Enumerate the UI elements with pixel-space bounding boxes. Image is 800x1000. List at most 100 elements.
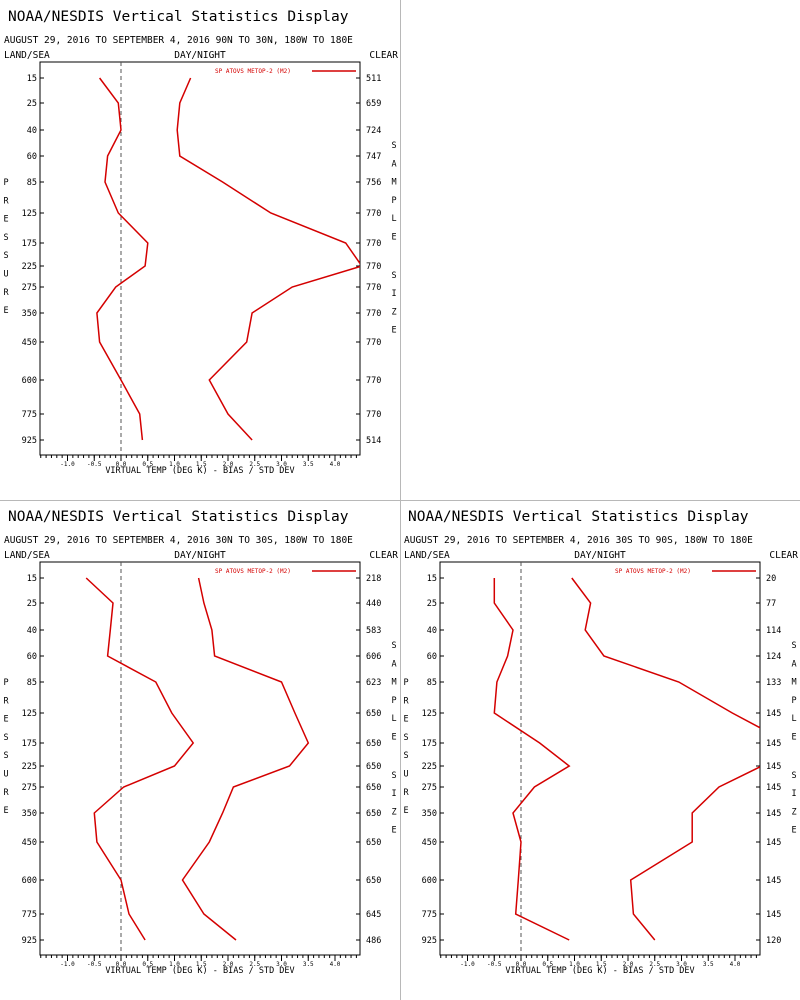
pressure-tick-label: 175 — [422, 739, 437, 749]
sample-size-axis-letter: S — [791, 641, 796, 651]
x-tick-label: 1.0 — [169, 461, 180, 468]
pressure-tick-label: 40 — [27, 126, 37, 136]
x-tick-label: 0.5 — [542, 961, 553, 968]
pressure-tick-label: 275 — [22, 283, 37, 293]
plot-frame — [39, 561, 361, 956]
sample-size-label: 20 — [766, 574, 776, 584]
sample-size-label: 606 — [366, 652, 381, 662]
pressure-axis-letter: S — [403, 733, 408, 743]
std-dev-line — [571, 577, 760, 941]
sample-size-label: 770 — [366, 309, 381, 319]
sample-size-label: 583 — [366, 626, 381, 636]
sample-size-label: 650 — [366, 739, 381, 749]
pressure-tick-label: 225 — [422, 762, 437, 772]
pressure-axis-letter: P — [403, 678, 408, 688]
pressure-tick-label: 15 — [427, 574, 437, 584]
sample-size-axis-letter: E — [791, 826, 796, 836]
pressure-axis-letter: P — [3, 678, 8, 688]
pressure-tick-label: 175 — [22, 739, 37, 749]
sample-size-label: 650 — [366, 709, 381, 719]
plot-frame — [439, 561, 761, 956]
sample-size-axis-letter: E — [791, 733, 796, 743]
sample-size-axis-letter: S — [391, 771, 396, 781]
sample-size-label: 770 — [366, 239, 381, 249]
pressure-tick-label: 15 — [27, 574, 37, 584]
chart-title: NOAA/NESDIS Vertical Statistics Display — [408, 509, 749, 525]
chart-panel: NOAA/NESDIS Vertical Statistics Display A… — [3, 509, 398, 976]
day-night-label: DAY/NIGHT — [574, 550, 626, 561]
clear-label: CLEAR — [769, 550, 798, 561]
sample-size-label: 650 — [366, 762, 381, 772]
pressure-tick-label: 600 — [422, 876, 437, 886]
pressure-axis-letter: P — [3, 178, 8, 188]
sample-size-axis-letter: M — [791, 678, 796, 688]
pressure-tick-label: 125 — [22, 209, 37, 219]
pressure-axis-letter: E — [3, 715, 8, 725]
pressure-axis-letter: E — [403, 715, 408, 725]
chart-title: NOAA/NESDIS Vertical Statistics Display — [8, 509, 349, 525]
sample-size-axis-letter: I — [391, 789, 396, 799]
pressure-tick-label: 225 — [22, 262, 37, 272]
clear-label: CLEAR — [369, 50, 398, 61]
legend-label: SP ATOVS METOP-2 (M2) — [215, 68, 291, 75]
x-tick-label: 3.0 — [276, 461, 287, 468]
x-tick-label: -1.0 — [460, 961, 475, 968]
sample-size-axis-letter: S — [791, 771, 796, 781]
x-tick-label: 3.0 — [676, 961, 687, 968]
legend-label: SP ATOVS METOP-2 (M2) — [215, 568, 291, 575]
x-tick-label: 3.5 — [303, 461, 314, 468]
pressure-tick-label: 350 — [22, 809, 37, 819]
sample-size-label: 124 — [766, 652, 781, 662]
x-tick-label: 0.5 — [142, 961, 153, 968]
sample-size-axis-letter: I — [391, 289, 396, 299]
plot-frame — [39, 61, 361, 456]
sample-size-label: 77 — [766, 599, 776, 609]
sample-size-axis-letter: Z — [391, 807, 396, 817]
x-tick-label: -1.0 — [60, 961, 75, 968]
sample-size-axis-letter: P — [391, 196, 396, 206]
x-tick-label: -0.5 — [87, 461, 102, 468]
pressure-tick-label: 600 — [22, 376, 37, 386]
pressure-axis-letter: E — [3, 306, 8, 316]
pressure-axis-letter: S — [403, 751, 408, 761]
sample-size-label: 145 — [766, 910, 781, 920]
land-sea-label: LAND/SEA — [4, 50, 50, 61]
chart-panel: NOAA/NESDIS Vertical Statistics Display A… — [403, 509, 798, 976]
pressure-axis-letter: R — [3, 196, 9, 206]
pressure-tick-label: 25 — [27, 99, 37, 109]
x-axis-label: VIRTUAL TEMP (DEG K) - BIAS / STD DEV — [105, 966, 294, 976]
land-sea-label: LAND/SEA — [404, 550, 450, 561]
pressure-axis-letter: S — [3, 251, 8, 261]
x-tick-label: 1.0 — [169, 961, 180, 968]
x-tick-label: 2.0 — [223, 461, 234, 468]
x-tick-label: 0.5 — [142, 461, 153, 468]
x-tick-label: 2.0 — [623, 961, 634, 968]
sample-size-axis-letter: S — [391, 271, 396, 281]
x-tick-label: 1.5 — [196, 461, 207, 468]
std-dev-line — [176, 77, 360, 441]
sample-size-label: 770 — [366, 410, 381, 420]
sample-size-label: 724 — [366, 126, 381, 136]
pressure-tick-label: 60 — [27, 152, 37, 162]
pressure-tick-label: 40 — [427, 626, 437, 636]
x-tick-label: 3.5 — [703, 961, 714, 968]
sample-size-axis-letter: A — [391, 159, 396, 169]
pressure-tick-label: 775 — [422, 910, 437, 920]
bias-line — [493, 578, 571, 941]
pressure-axis-letter: U — [3, 270, 8, 280]
pressure-axis-letter: S — [3, 233, 8, 243]
pressure-axis-letter: R — [3, 788, 9, 798]
pressure-axis-letter: S — [3, 751, 8, 761]
sample-size-label: 114 — [766, 626, 781, 636]
sample-size-axis-letter: E — [391, 826, 396, 836]
panel-divider-horizontal — [0, 500, 800, 501]
pressure-tick-label: 925 — [22, 936, 37, 946]
sample-size-label: 650 — [366, 809, 381, 819]
sample-size-axis-letter: S — [391, 141, 396, 151]
day-night-label: DAY/NIGHT — [174, 50, 226, 61]
sample-size-label: 145 — [766, 762, 781, 772]
sample-size-label: 770 — [366, 376, 381, 386]
pressure-tick-label: 25 — [427, 599, 437, 609]
sample-size-axis-letter: A — [391, 659, 396, 669]
